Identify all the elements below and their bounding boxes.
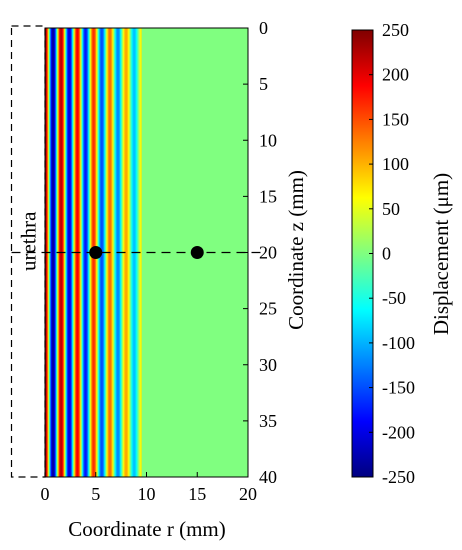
y-tick-label: 35 [259,411,277,431]
colorbar-tick-label: 0 [382,244,391,264]
x-tick-label: 15 [188,484,206,504]
colorbar-tick-label: -200 [382,422,415,442]
colorbar-tick-label: -250 [382,467,415,487]
colorbar-ticks: 250 200 150 100 50 0 -50 -100 -150 -200 -250 [369,20,415,487]
colorbar-tick-label: 100 [382,154,409,174]
y-tick-label: 20 [259,243,277,263]
colorbar-tick-label: -50 [382,288,406,308]
colorbar-tick-label: 250 [382,20,409,40]
y-tick-label: 40 [259,467,277,487]
point-2 [190,246,204,259]
point-1 [89,246,103,259]
urethra-label: urethra [16,211,40,271]
y-tick-label: 5 [259,74,268,94]
y-axis-title: Coordinate z (mm) [284,170,308,330]
colorbar [352,30,373,477]
y-tick-label: 10 [259,130,277,150]
x-tick-label: 20 [239,484,257,504]
colorbar-tick-label: 150 [382,109,409,129]
x-tick-label: 10 [138,484,156,504]
x-tick-label: 5 [91,484,100,504]
x-tick-label: 0 [41,484,50,504]
colorbar-tick-label: 200 [382,65,409,85]
x-ticks: 0 5 10 15 20 [41,472,257,504]
y-tick-label: 15 [259,186,277,206]
colorbar-tick-label: -150 [382,378,415,398]
x-axis-title: Coordinate r (mm) [68,517,225,541]
y-tick-label: 0 [259,18,268,38]
urethra-region [10,25,46,478]
y-tick-label: 25 [259,299,277,319]
y-tick-label: 30 [259,355,277,375]
colorbar-title: Displacement (μm) [429,173,453,335]
colorbar-tick-label: 50 [382,199,400,219]
y-ticks: 0 5 10 15 20 25 30 35 40 [243,18,277,487]
colorbar-tick-label: -100 [382,333,415,353]
